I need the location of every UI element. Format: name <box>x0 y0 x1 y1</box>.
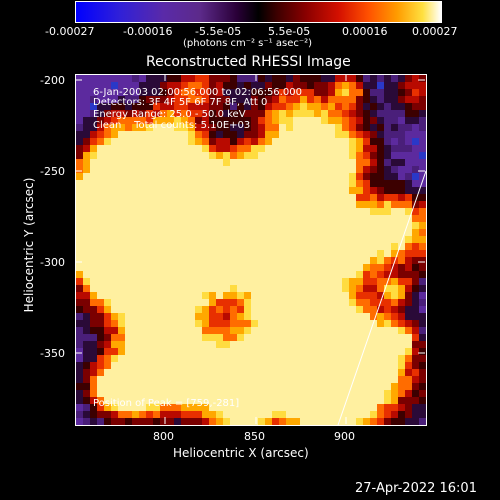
colorbar-units: (photons cm⁻² s⁻¹ asec⁻²) <box>183 38 313 49</box>
rhessi-image <box>75 74 427 426</box>
colorbar-tick-3: 5.5e-05 <box>268 25 311 38</box>
x-tick-label: 900 <box>334 430 355 443</box>
image-title: Reconstructed RHESSI Image <box>146 54 351 70</box>
colorbar-tick-5: 0.00027 <box>412 25 458 38</box>
annotation-method: Clean Total counts: 5.10E+03 <box>93 120 251 131</box>
colorbar <box>75 1 442 23</box>
y-tick-label: -250 <box>40 165 65 178</box>
y-tick-label: -350 <box>40 347 65 360</box>
x-tick-label: 800 <box>153 430 174 443</box>
y-axis-label: Heliocentric Y (arcsec) <box>22 177 36 313</box>
timestamp: 27-Apr-2022 16:01 <box>355 481 477 496</box>
limb-line <box>337 170 426 425</box>
annotation-time-range: 6-Jan-2003 02:00:56.000 to 02:06:56.000 <box>93 87 302 98</box>
annotation-detectors: Detectors: 3F 4F 5F 6F 7F 8F, Att 0 <box>93 97 268 108</box>
colorbar-tick-1: -0.00016 <box>123 25 173 38</box>
x-tick-label: 850 <box>244 430 265 443</box>
colorbar-tick-0: -0.00027 <box>45 25 95 38</box>
y-tick-label: -300 <box>40 256 65 269</box>
x-axis-label: Heliocentric X (arcsec) <box>173 446 309 460</box>
heatmap-svg <box>76 75 426 425</box>
y-tick-label: -200 <box>40 74 65 87</box>
annotation-peak: Position of Peak = [759,-281] <box>93 398 240 409</box>
colorbar-tick-4: 0.00016 <box>342 25 388 38</box>
annotation-energy-range: Energy Range: 25.0 - 50.0 keV <box>93 109 246 120</box>
colorbar-tick-2: -5.5e-05 <box>195 25 242 38</box>
